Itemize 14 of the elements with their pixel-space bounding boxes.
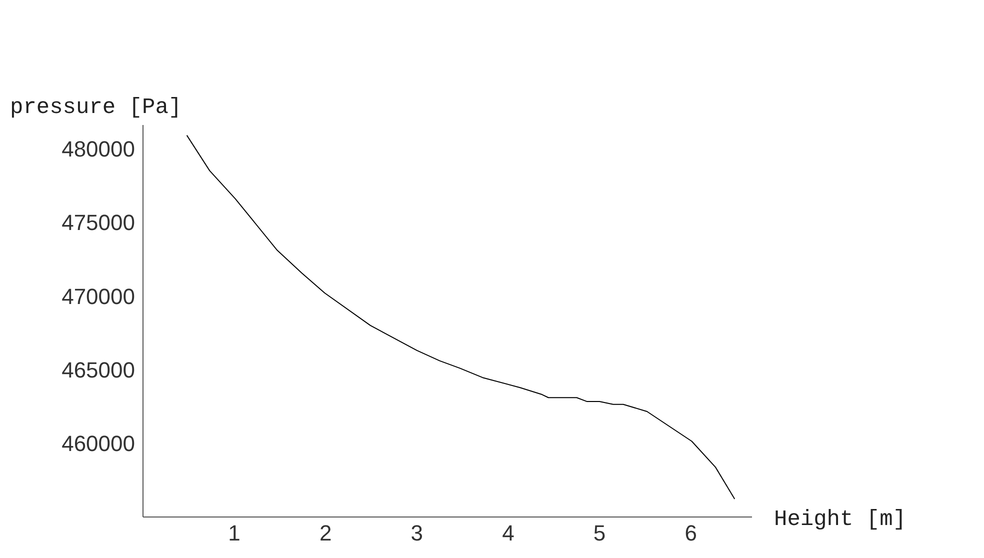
x-tick-label: 6 (684, 520, 697, 546)
y-tick-label: 470000 (62, 284, 135, 309)
x-tick-label: 5 (593, 520, 606, 546)
x-tick-label: 3 (410, 520, 424, 546)
y-tick-label: 475000 (62, 210, 135, 236)
y-tick-label: 480000 (62, 136, 135, 162)
x-axis-title: Height [m] (774, 507, 906, 532)
y-tick-label: 460000 (62, 431, 135, 456)
x-tick-label: 1 (228, 520, 240, 546)
y-tick-label: 465000 (62, 357, 135, 382)
x-tick-label: 4 (502, 520, 514, 546)
line-series (186, 134, 736, 500)
y-axis-title: pressure [Pa] (10, 95, 182, 120)
x-tick-label: 2 (319, 520, 332, 546)
